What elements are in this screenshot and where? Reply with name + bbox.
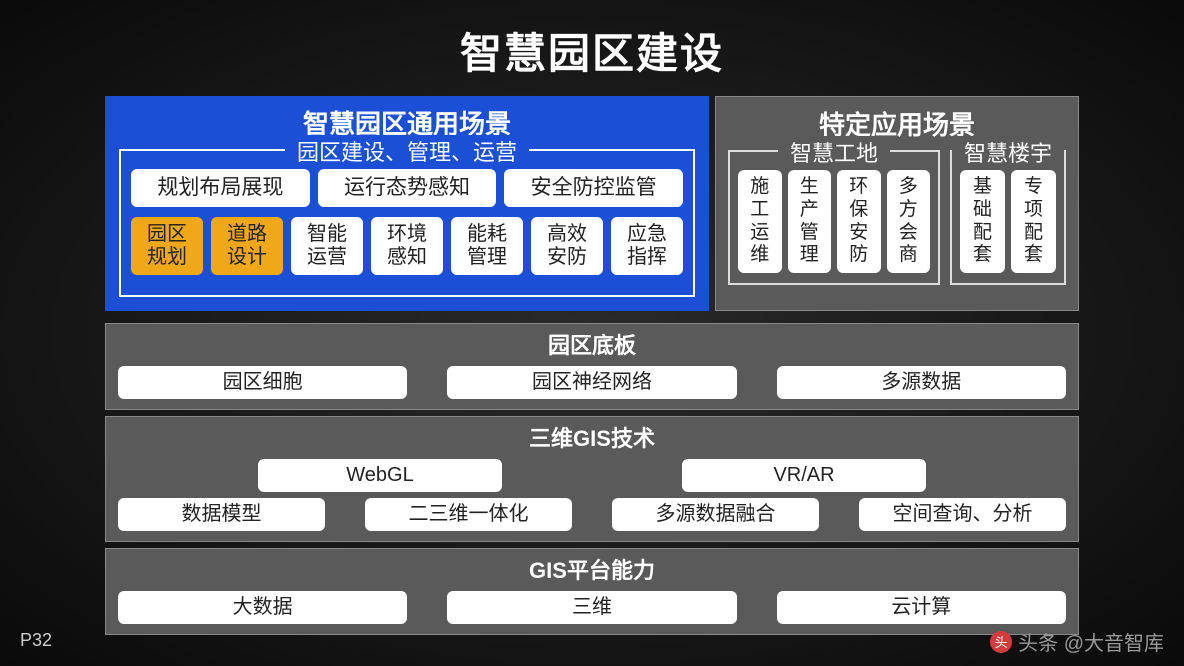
pill-多源数据融合: 多源数据融合 [612,498,819,531]
pill-三维: 三维 [447,591,736,624]
pill-空间查询、分析: 空间查询、分析 [859,498,1066,531]
watermark: 头 头条 @大音智库 [990,627,1164,656]
section-row: 数据模型 二三维一体化 多源数据融合 空间查询、分析 [118,498,1066,531]
section-row: 园区细胞 园区神经网络 多源数据 [118,366,1066,399]
vpill-基础配套: 基础配套 [960,170,1005,273]
pill-高效安防: 高效安防 [531,217,603,275]
vpill-生产管理: 生产管理 [788,170,832,273]
pill-环境感知: 环境感知 [371,217,443,275]
section-title-GIS平台能力: GIS平台能力 [118,553,1066,585]
specific-scenario-panel: 特定应用场景 智慧工地施工运维生产管理环保安防多方会商智慧楼宇基础配套专项配套 [715,96,1079,311]
section-row: 大数据 三维 云计算 [118,591,1066,624]
watermark-text: 头条 @大音智库 [1018,627,1164,656]
construction-legend: 园区建设、管理、运营 [285,135,529,167]
vpill-专项配套: 专项配套 [1011,170,1056,273]
row-bottom: 园区规划道路设计智能运营环境感知能耗管理高效安防应急指挥 [131,217,683,275]
top-row: 智慧园区通用场景 园区建设、管理、运营 规划布局展现 运行态势感知 安全防控监管… [105,96,1079,311]
vpill-环保安防: 环保安防 [837,170,881,273]
right-groups: 智慧工地施工运维生产管理环保安防多方会商智慧楼宇基础配套专项配套 [728,150,1066,285]
section-GIS平台能力: GIS平台能力大数据 三维 云计算 [105,548,1079,635]
section-三维GIS技术: 三维GIS技术 WebGL VR/AR 数据模型 二三维一体化 多源数据融合 空间查询、分析 [105,416,1079,542]
toutiao-icon: 头 [990,631,1012,653]
vpill-施工运维: 施工运维 [738,170,782,273]
pill-数据模型: 数据模型 [118,498,325,531]
construction-group: 园区建设、管理、运营 规划布局展现 运行态势感知 安全防控监管 园区规划道路设计… [119,149,695,297]
pill-能耗管理: 能耗管理 [451,217,523,275]
section-title-三维GIS技术: 三维GIS技术 [118,421,1066,453]
section-title-园区底板: 园区底板 [118,328,1066,360]
pill-园区神经网络: 园区神经网络 [447,366,736,399]
pill-大数据: 大数据 [118,591,407,624]
legend-智慧楼宇: 智慧楼宇 [952,136,1064,168]
group-智慧工地: 智慧工地施工运维生产管理环保安防多方会商 [728,150,940,285]
row-top: 规划布局展现 运行态势感知 安全防控监管 [131,169,683,207]
pill-security-monitor: 安全防控监管 [504,169,683,207]
pill-VR/AR: VR/AR [682,459,926,492]
section-园区底板: 园区底板园区细胞 园区神经网络 多源数据 [105,323,1079,410]
pill-WebGL: WebGL [258,459,502,492]
pill-智能运营: 智能运营 [291,217,363,275]
pill-道路设计: 道路设计 [211,217,283,275]
pill-多源数据: 多源数据 [777,366,1066,399]
pill-园区细胞: 园区细胞 [118,366,407,399]
page-number: P32 [20,630,52,651]
pill-园区规划: 园区规划 [131,217,203,275]
main-diagram: 智慧园区通用场景 园区建设、管理、运营 规划布局展现 运行态势感知 安全防控监管… [105,96,1079,635]
pill-二三维一体化: 二三维一体化 [365,498,572,531]
pill-operation-sense: 运行态势感知 [318,169,497,207]
section-row: WebGL VR/AR [118,459,1066,492]
group-智慧楼宇: 智慧楼宇基础配套专项配套 [950,150,1066,285]
pill-planning: 规划布局展现 [131,169,310,207]
legend-智慧工地: 智慧工地 [778,136,890,168]
pill-云计算: 云计算 [777,591,1066,624]
page-title: 智慧园区建设 [0,0,1184,96]
vpill-多方会商: 多方会商 [887,170,931,273]
general-scenario-panel: 智慧园区通用场景 园区建设、管理、运营 规划布局展现 运行态势感知 安全防控监管… [105,96,709,311]
pill-应急指挥: 应急指挥 [611,217,683,275]
